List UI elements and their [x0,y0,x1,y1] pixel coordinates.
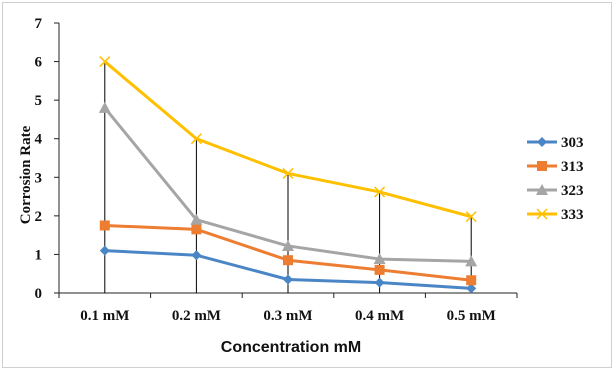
series-333 [99,56,477,223]
series-313 [99,220,477,286]
y-tick-label: 3 [35,170,43,186]
data-point-square [283,255,293,266]
data-point-diamond [191,250,202,261]
y-tick-label: 5 [35,93,43,109]
y-tick-label: 7 [35,16,43,32]
axis-labels: Corrosion Rate Concentration mM [18,125,361,356]
legend-entry: 313 [527,159,584,175]
data-point-x [465,211,477,223]
data-point-diamond [374,277,385,288]
data-point-x [374,186,386,198]
data-point-diamond [99,245,110,256]
data-point-triangle [98,101,111,113]
x-mark-stroke [190,133,202,145]
data-point-square [466,275,477,286]
x-tick-label: 0.1 mM [80,308,129,324]
x-axis-label: Concentration mM [221,339,361,356]
series-group [98,56,478,294]
data-point-x [536,208,548,220]
legend-label: 313 [561,159,584,175]
data-point-triangle [282,239,294,251]
x-mark-stroke [374,186,386,198]
x-mark-stroke [536,208,548,220]
legend-label: 333 [561,207,584,223]
series-323 [98,101,478,267]
data-point-x [99,56,111,68]
data-point-x [282,167,294,179]
y-tick-label: 2 [35,209,43,225]
series-303 [99,245,477,294]
data-point-square [374,264,385,275]
data-point-x [190,133,202,145]
data-point-square [537,161,547,171]
y-axis-label: Corrosion Rate [18,125,34,224]
y-tick-label: 6 [35,55,43,71]
data-point-square [191,224,202,235]
legend-entry: 323 [527,183,584,199]
data-point-triangle [536,184,548,195]
legend-label: 303 [561,135,584,151]
data-point-diamond [537,137,547,147]
legend-entry: 333 [527,207,584,223]
data-point-diamond [466,283,477,294]
y-tick-label: 0 [35,286,43,302]
x-tick-label: 0.4 mM [355,308,404,324]
x-tick-label: 0.3 mM [263,308,312,324]
axes: 0 1 2 3 4 5 6 7 0.1 mM 0.2 mM 0.3 mM 0.4 mM 0.5 mM [35,16,518,324]
legend: 303 313 323 333 [527,135,584,223]
data-point-triangle [465,255,478,267]
y-tick-label: 1 [35,247,43,263]
y-tick-label: 4 [35,132,43,148]
legend-label: 323 [561,183,584,199]
data-point-diamond [283,274,293,285]
x-tick-label: 0.5 mM [447,308,496,324]
data-point-triangle [190,213,203,225]
data-point-triangle [373,253,386,265]
x-tick-label: 0.2 mM [172,308,221,324]
legend-entry: 303 [527,135,584,151]
x-mark-stroke [465,211,477,223]
x-mark-stroke [99,56,111,68]
data-point-square [99,220,110,231]
x-mark-stroke [282,167,294,179]
